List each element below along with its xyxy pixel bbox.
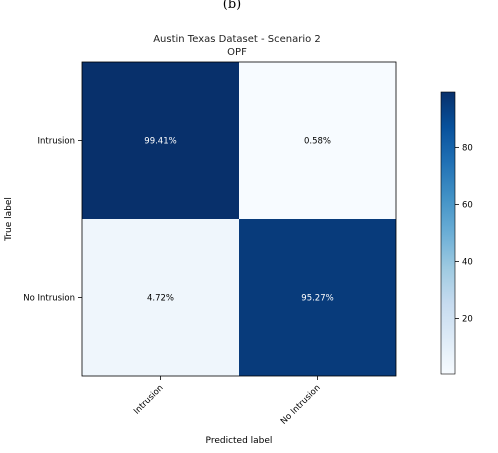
cell-label-r0-c0: 99.41%	[144, 137, 176, 147]
heatmap-cells: 99.41% 0.58% 4.72% 95.27%	[82, 62, 396, 376]
y-axis-label: True label	[4, 197, 14, 242]
colorbar-ticks: 20 40 60 80	[455, 143, 473, 325]
chart-title: Austin Texas Dataset - Scenario 2	[153, 34, 321, 45]
heatmap-cell-r1-c1	[239, 219, 396, 376]
heatmap-cell-r1-c0	[82, 219, 239, 376]
plot-frame	[81, 61, 397, 377]
colorbar-tick-label: 60	[462, 200, 473, 210]
colorbar	[440, 91, 456, 375]
cell-label-r1-c0: 4.72%	[147, 294, 174, 304]
heatmap-cell-r0-c0	[82, 62, 239, 219]
figure-label: (b)	[223, 0, 241, 12]
x-tick-label: No Intrusion	[279, 383, 323, 427]
y-tick-label: No Intrusion	[23, 294, 75, 304]
chart-subtitle: OPF	[227, 47, 247, 58]
y-tick-label: Intrusion	[38, 137, 76, 147]
colorbar-tick-label: 40	[462, 258, 473, 268]
colorbar-tick-label: 20	[462, 315, 473, 325]
x-tick-label: Intrusion	[132, 383, 166, 417]
x-axis-label: Predicted label	[206, 436, 273, 446]
heatmap-cell-r0-c1	[239, 62, 396, 219]
cell-label-r0-c1: 0.58%	[304, 137, 331, 147]
cell-label-r1-c1: 95.27%	[301, 294, 333, 304]
colorbar-tick-label: 80	[462, 143, 473, 153]
